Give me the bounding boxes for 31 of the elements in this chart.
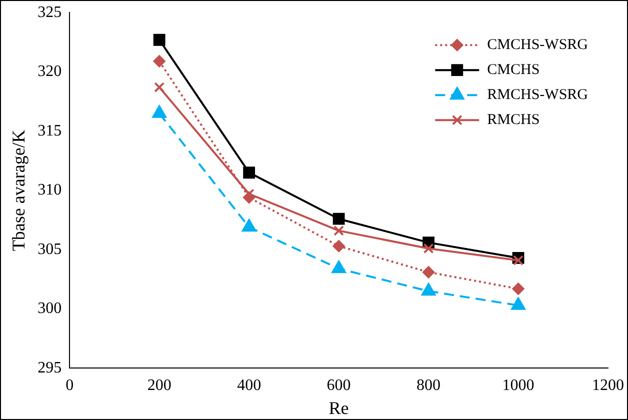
point — [422, 266, 435, 278]
point — [332, 240, 345, 252]
point — [153, 55, 166, 68]
point — [512, 282, 524, 295]
y-tick-label: 295 — [38, 359, 62, 376]
x-tick-label: 0 — [66, 377, 74, 394]
y-tick-label: 305 — [38, 240, 62, 258]
point — [153, 34, 166, 46]
point — [243, 166, 256, 179]
y-tick-label: 300 — [38, 300, 62, 318]
y-axis-title: Tbase avarage/K — [8, 130, 29, 252]
point — [332, 212, 345, 225]
point — [513, 255, 524, 266]
x-tick-label: 800 — [416, 377, 441, 394]
x-tick-label: 1000 — [502, 377, 534, 394]
x-tick-label: 400 — [237, 377, 262, 394]
point — [154, 82, 165, 93]
point — [423, 243, 434, 254]
y-tick-label: 325 — [38, 4, 62, 21]
x-tick-label: 1200 — [592, 377, 624, 394]
legend-label: RMCHS — [487, 112, 540, 128]
legend-label: CMCHS-WSRG — [487, 37, 588, 54]
y-tick-label: 310 — [38, 182, 62, 199]
legend-label: CMCHS — [487, 62, 540, 78]
y-tick-label: 315 — [38, 122, 62, 140]
x-axis-title: Re — [328, 398, 349, 418]
point — [334, 225, 344, 236]
legend-label: RMCHS-WSRG — [487, 87, 588, 104]
x-tick-label: 600 — [326, 377, 351, 394]
x-tick-label: 200 — [147, 377, 172, 394]
y-tick-label: 320 — [38, 63, 62, 80]
